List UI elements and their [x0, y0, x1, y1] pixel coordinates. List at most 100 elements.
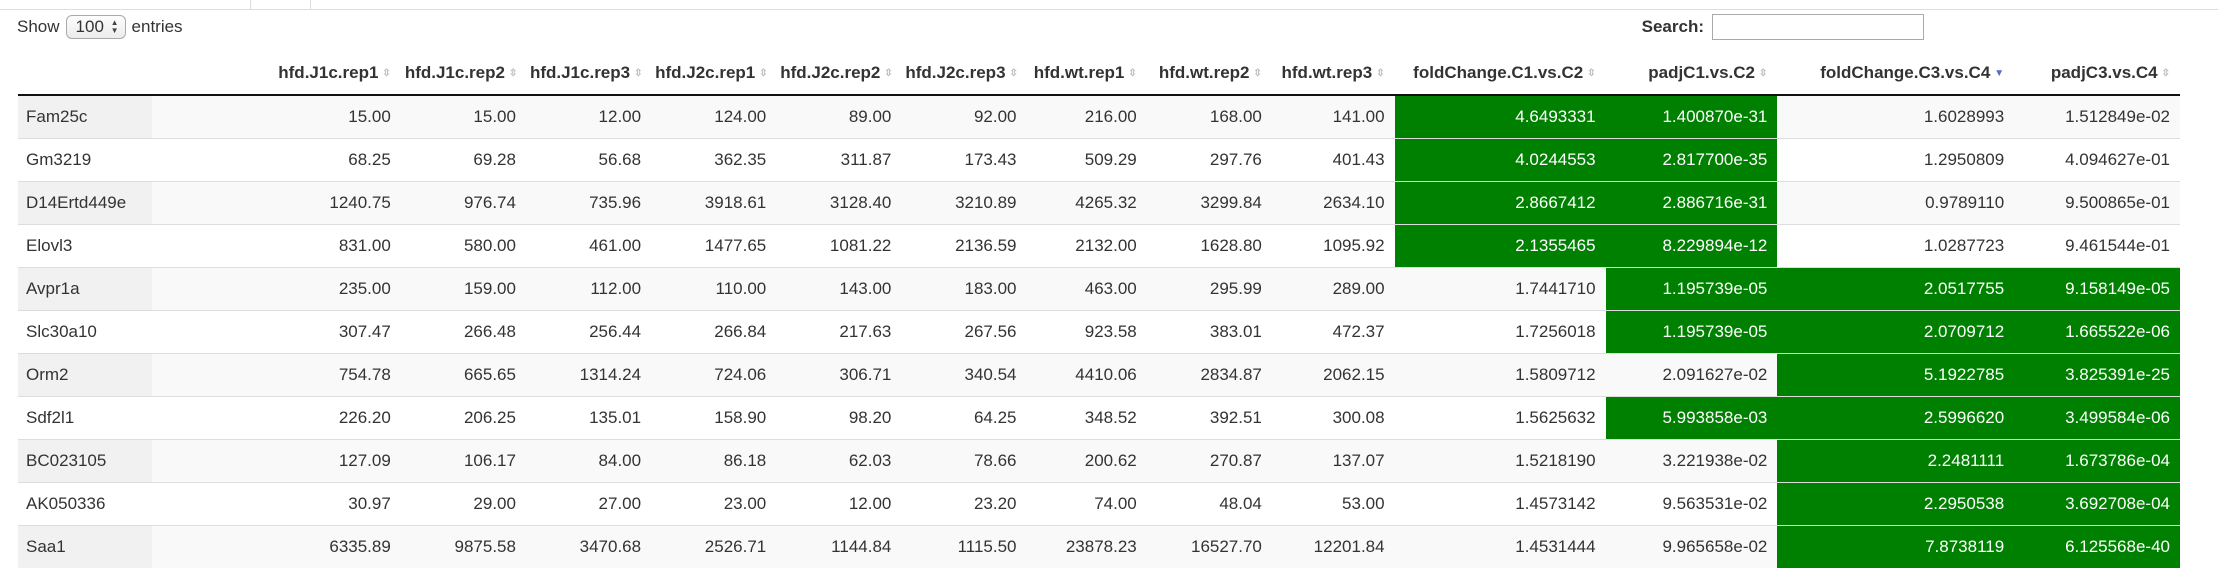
table-cell: 2.0517755	[1777, 268, 2014, 311]
gene-name-cell: Gm3219	[18, 139, 152, 182]
gene-name-cell: Fam25c	[18, 95, 152, 139]
column-header-label: hfd.wt.rep3	[1282, 63, 1373, 82]
entries-select-value: 100	[76, 17, 104, 37]
column-header-hfd-j1c-rep2[interactable]: hfd.J1c.rep2⇳	[401, 52, 526, 95]
table-cell: 69.28	[401, 139, 526, 182]
table-cell: 300.08	[1272, 397, 1395, 440]
table-cell: 266.84	[651, 311, 776, 354]
column-header-padjc3-vs-c4[interactable]: padjC3.vs.C4⇳	[2014, 52, 2180, 95]
table-cell: 1.4573142	[1395, 483, 1606, 526]
table-cell: 235.00	[152, 268, 401, 311]
table-cell: 3.499584e-06	[2014, 397, 2180, 440]
table-cell: 3299.84	[1147, 182, 1272, 225]
table-cell: 306.71	[776, 354, 901, 397]
table-cell: 463.00	[1027, 268, 1147, 311]
show-label: Show	[17, 17, 60, 37]
table-cell: 159.00	[401, 268, 526, 311]
table-cell: 158.90	[651, 397, 776, 440]
table-cell: 89.00	[776, 95, 901, 139]
table-cell: 200.62	[1027, 440, 1147, 483]
gene-name-cell: Sdf2l1	[18, 397, 152, 440]
table-cell: 4410.06	[1027, 354, 1147, 397]
tab-strip-divider	[0, 9, 2218, 10]
column-header-rownames[interactable]	[18, 52, 152, 95]
table-cell: 68.25	[152, 139, 401, 182]
table-cell: 141.00	[1272, 95, 1395, 139]
table-cell: 754.78	[152, 354, 401, 397]
table-cell: 2136.59	[901, 225, 1026, 268]
table-cell: 831.00	[152, 225, 401, 268]
table-cell: 3.825391e-25	[2014, 354, 2180, 397]
table-cell: 362.35	[651, 139, 776, 182]
column-header-label: hfd.J2c.rep1	[655, 63, 755, 82]
table-cell: 12201.84	[1272, 526, 1395, 568]
table-cell: 2634.10	[1272, 182, 1395, 225]
table-cell: 392.51	[1147, 397, 1272, 440]
table-cell: 3470.68	[526, 526, 651, 568]
entries-select[interactable]: 100 ▲▼	[66, 15, 126, 39]
sort-both-icon: ⇳	[634, 68, 642, 79]
sort-both-icon: ⇳	[1587, 68, 1595, 79]
table-cell: 135.01	[526, 397, 651, 440]
column-header-foldchange-c1-vs-c2[interactable]: foldChange.C1.vs.C2⇳	[1395, 52, 1606, 95]
table-cell: 735.96	[526, 182, 651, 225]
table-cell: 3.221938e-02	[1606, 440, 1778, 483]
search-input[interactable]	[1712, 14, 1924, 40]
table-cell: 2.1355465	[1395, 225, 1606, 268]
column-header-hfd-j1c-rep1[interactable]: hfd.J1c.rep1⇳	[152, 52, 401, 95]
table-cell: 9.461544e-01	[2014, 225, 2180, 268]
table-cell: 2834.87	[1147, 354, 1272, 397]
table-cell: 12.00	[776, 483, 901, 526]
table-cell: 1081.22	[776, 225, 901, 268]
table-cell: 9.563531e-02	[1606, 483, 1778, 526]
table-cell: 311.87	[776, 139, 901, 182]
table-cell: 56.68	[526, 139, 651, 182]
table-cell: 217.63	[776, 311, 901, 354]
column-header-hfd-wt-rep3[interactable]: hfd.wt.rep3⇳	[1272, 52, 1395, 95]
table-cell: 1095.92	[1272, 225, 1395, 268]
column-header-hfd-wt-rep2[interactable]: hfd.wt.rep2⇳	[1147, 52, 1272, 95]
table-cell: 1.2950809	[1777, 139, 2014, 182]
table-cell: 183.00	[901, 268, 1026, 311]
table-cell: 5.1922785	[1777, 354, 2014, 397]
table-cell: 8.229894e-12	[1606, 225, 1778, 268]
column-header-label: hfd.J1c.rep3	[530, 63, 630, 82]
table-cell: 2.886716e-31	[1606, 182, 1778, 225]
table-cell: 27.00	[526, 483, 651, 526]
column-header-hfd-j2c-rep3[interactable]: hfd.J2c.rep3⇳	[901, 52, 1026, 95]
sort-both-icon: ⇳	[1759, 68, 1767, 79]
gene-name-cell: Slc30a10	[18, 311, 152, 354]
table-cell: 266.48	[401, 311, 526, 354]
column-header-foldchange-c3-vs-c4[interactable]: foldChange.C3.vs.C4▼	[1777, 52, 2014, 95]
table-cell: 9.158149e-05	[2014, 268, 2180, 311]
column-header-hfd-j2c-rep2[interactable]: hfd.J2c.rep2⇳	[776, 52, 901, 95]
table-cell: 580.00	[401, 225, 526, 268]
sort-both-icon: ⇳	[884, 68, 892, 79]
table-cell: 4.6493331	[1395, 95, 1606, 139]
column-header-hfd-wt-rep1[interactable]: hfd.wt.rep1⇳	[1027, 52, 1147, 95]
table-cell: 143.00	[776, 268, 901, 311]
table-cell: 1.7441710	[1395, 268, 1606, 311]
gene-name-cell: AK050336	[18, 483, 152, 526]
column-header-hfd-j1c-rep3[interactable]: hfd.J1c.rep3 ⇳	[526, 52, 651, 95]
sort-both-icon: ⇳	[759, 68, 767, 79]
column-header-label: hfd.J2c.rep3	[905, 63, 1005, 82]
table-cell: 62.03	[776, 440, 901, 483]
column-header-hfd-j2c-rep1[interactable]: hfd.J2c.rep1 ⇳	[651, 52, 776, 95]
table-cell: 2.817700e-35	[1606, 139, 1778, 182]
table-cell: 340.54	[901, 354, 1026, 397]
column-header-label: hfd.J1c.rep2	[405, 63, 505, 82]
table-cell: 226.20	[152, 397, 401, 440]
column-header-padjc1-vs-c2[interactable]: padjC1.vs.C2⇳	[1606, 52, 1778, 95]
